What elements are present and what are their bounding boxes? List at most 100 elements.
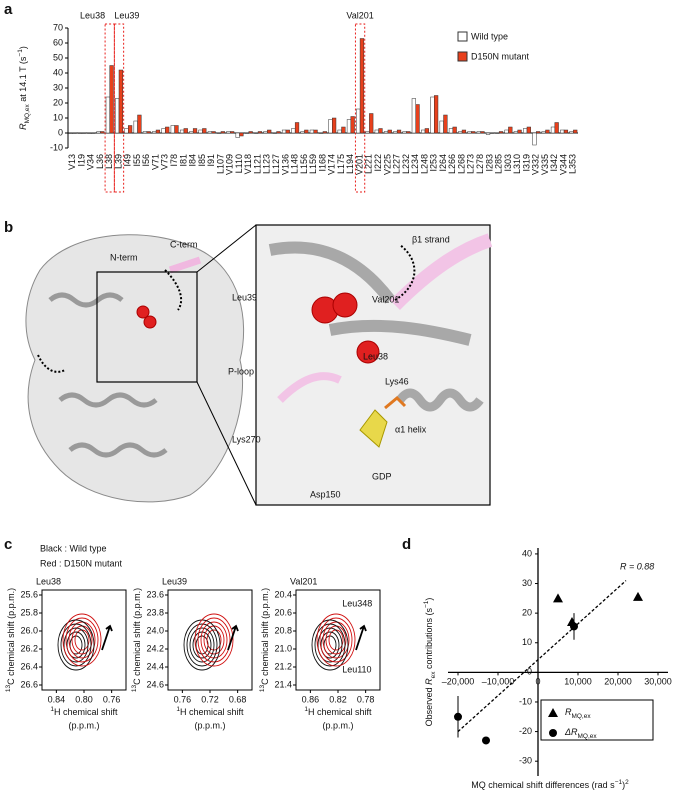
label-part: MQ chemical shift differences (rad s <box>471 780 615 790</box>
y-axis-label: Observed Rex contributions (s−1) <box>423 598 437 727</box>
bar <box>170 125 175 134</box>
bar <box>374 129 379 134</box>
x-tick-label: I303 <box>503 154 513 172</box>
y-tick-label: 23.8 <box>146 607 164 617</box>
bar <box>202 128 207 134</box>
bar <box>458 131 463 134</box>
contour <box>200 621 228 659</box>
contour <box>63 627 89 663</box>
point <box>482 736 490 745</box>
x-tick-label: I55 <box>132 154 142 167</box>
zoom-panel <box>255 224 491 506</box>
panel-label: c <box>4 536 12 553</box>
contour <box>319 617 353 663</box>
label-part: MQ,ex <box>578 733 598 740</box>
bar <box>489 132 494 134</box>
x-tick-label: 0.78 <box>357 694 375 704</box>
y-axis-label: RMQ,ex at 14.1 T (s−1) <box>17 46 31 130</box>
bar <box>257 131 263 134</box>
bar <box>523 128 528 134</box>
helix <box>48 292 124 308</box>
bar <box>263 131 268 134</box>
bar <box>485 132 491 135</box>
y-tick-label: 25.8 <box>20 607 38 617</box>
bar <box>495 132 500 134</box>
x-tick-label: I319 <box>521 154 531 172</box>
highlight-box <box>354 23 366 193</box>
y-tick-label: -10 <box>519 696 532 706</box>
sheet <box>268 241 395 304</box>
bar <box>137 114 142 134</box>
x-tick-label: 0 <box>535 677 540 687</box>
y-axis-label: 13C chemical shift (p.p.m.) <box>131 588 143 692</box>
y-tick-label: -30 <box>519 756 532 766</box>
contour <box>317 627 343 663</box>
x-tick-label: 0.72 <box>201 694 219 704</box>
structure-label: Lys46 <box>385 376 409 386</box>
bar <box>235 132 240 138</box>
label-part: 1 <box>304 706 308 713</box>
y-tick-label: 20 <box>522 608 532 618</box>
x-tick-label: I56 <box>141 154 151 167</box>
y-tick-label: 26.6 <box>20 679 38 689</box>
label-part: ex <box>430 671 437 679</box>
loop <box>164 269 183 311</box>
structure-label: Leu38 <box>363 351 388 361</box>
y-tick-label: 20.4 <box>274 589 292 599</box>
x-tick-label: I342 <box>549 154 559 172</box>
arrow <box>101 624 113 651</box>
bar <box>244 132 250 134</box>
contour <box>186 623 218 667</box>
bar <box>406 131 411 134</box>
bar <box>179 129 185 134</box>
bar <box>424 128 429 134</box>
label-part: H chemical shift <box>308 707 372 717</box>
x-tick-label: L232 <box>401 154 411 174</box>
label-part: ) <box>424 598 434 601</box>
bar <box>272 132 277 134</box>
bar <box>545 129 550 134</box>
annotation: Leu39 <box>114 10 139 20</box>
x-tick-label: L221 <box>364 154 374 174</box>
bar <box>309 129 314 134</box>
x-tick-label: V73 <box>160 154 170 170</box>
x-tick-label: 0.76 <box>103 694 121 704</box>
x-tick-label: I81 <box>178 154 188 167</box>
bar <box>480 131 485 134</box>
y-tick-label: 20.8 <box>274 625 292 635</box>
x-tick-label: 10,000 <box>564 677 592 687</box>
highlight-box <box>104 23 115 193</box>
bar <box>448 128 454 134</box>
bar <box>387 129 392 134</box>
p-loop <box>277 372 342 403</box>
bar <box>77 132 83 134</box>
x-axis-label: MQ chemical shift differences (rad s−1)2 <box>471 779 629 791</box>
y-tick-label: 26.4 <box>20 661 38 671</box>
bar <box>322 131 327 134</box>
y-tick-label: 21.0 <box>274 643 292 653</box>
x-tick-label: I84 <box>188 154 198 167</box>
bar <box>128 125 133 134</box>
label-part: contributions (s <box>424 607 434 671</box>
bar <box>498 131 504 134</box>
y-tick-label: 20.6 <box>274 607 292 617</box>
zoom-line <box>196 381 257 506</box>
bar <box>267 129 272 134</box>
x-tick-label: L121 <box>252 154 262 174</box>
x-tick-label: –10,000 <box>482 677 515 687</box>
bar <box>281 129 287 134</box>
protein-surface <box>25 234 245 503</box>
x-tick-label: I253 <box>429 154 439 172</box>
label-part: R <box>424 678 434 685</box>
contour <box>206 629 222 651</box>
bar <box>217 132 222 134</box>
bar <box>532 132 537 146</box>
x-axis-label: 1H chemical shift <box>50 706 118 718</box>
arrow <box>355 624 367 651</box>
label-part: H chemical shift <box>54 707 118 717</box>
x-tick-label: L107 <box>215 154 225 174</box>
contour <box>311 619 349 671</box>
loop <box>394 244 416 301</box>
x-tick-label: I49 <box>123 154 133 167</box>
